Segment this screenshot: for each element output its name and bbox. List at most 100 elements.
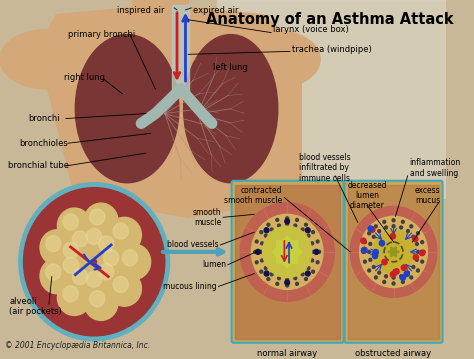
Circle shape bbox=[410, 276, 413, 279]
Circle shape bbox=[311, 259, 314, 262]
Circle shape bbox=[67, 225, 101, 261]
Circle shape bbox=[99, 236, 114, 252]
Circle shape bbox=[307, 234, 310, 237]
Circle shape bbox=[305, 271, 310, 276]
Circle shape bbox=[294, 277, 297, 280]
Circle shape bbox=[240, 202, 334, 301]
Bar bbox=[132, 0, 188, 30]
Circle shape bbox=[113, 276, 128, 293]
Polygon shape bbox=[272, 236, 302, 268]
Circle shape bbox=[40, 258, 74, 294]
Circle shape bbox=[379, 241, 384, 246]
Circle shape bbox=[278, 277, 281, 280]
Text: inflammation
and swelling: inflammation and swelling bbox=[410, 158, 461, 178]
Circle shape bbox=[378, 271, 381, 274]
Circle shape bbox=[285, 219, 290, 224]
Circle shape bbox=[362, 247, 367, 253]
Circle shape bbox=[401, 280, 404, 284]
Circle shape bbox=[419, 250, 425, 256]
Circle shape bbox=[368, 269, 371, 272]
Circle shape bbox=[415, 242, 418, 246]
Circle shape bbox=[67, 263, 101, 298]
Text: bronchial tube: bronchial tube bbox=[8, 162, 69, 171]
Text: normal airway: normal airway bbox=[257, 349, 317, 358]
Circle shape bbox=[63, 286, 78, 302]
Circle shape bbox=[86, 271, 101, 287]
FancyBboxPatch shape bbox=[345, 181, 443, 343]
Text: excess
mucus: excess mucus bbox=[415, 186, 441, 205]
Circle shape bbox=[301, 273, 304, 276]
Circle shape bbox=[263, 226, 311, 278]
Circle shape bbox=[270, 228, 273, 231]
Circle shape bbox=[93, 230, 127, 266]
Circle shape bbox=[392, 276, 395, 279]
Ellipse shape bbox=[0, 30, 94, 89]
Circle shape bbox=[122, 250, 137, 266]
Circle shape bbox=[264, 234, 267, 237]
Circle shape bbox=[361, 248, 367, 253]
Text: decreased
lumen
diameter: decreased lumen diameter bbox=[347, 181, 387, 210]
Bar bbox=[217, 0, 447, 197]
Circle shape bbox=[378, 230, 381, 233]
Circle shape bbox=[63, 214, 78, 230]
Circle shape bbox=[394, 269, 399, 274]
Text: left lung: left lung bbox=[213, 63, 248, 72]
Circle shape bbox=[364, 241, 366, 244]
Text: primary bronchi: primary bronchi bbox=[68, 30, 135, 39]
Circle shape bbox=[390, 272, 395, 277]
Circle shape bbox=[400, 275, 405, 280]
Text: mucous lining: mucous lining bbox=[163, 282, 217, 291]
Circle shape bbox=[417, 251, 419, 253]
Circle shape bbox=[117, 244, 151, 280]
Circle shape bbox=[421, 260, 424, 263]
Circle shape bbox=[81, 265, 115, 301]
Circle shape bbox=[383, 220, 386, 223]
Circle shape bbox=[305, 278, 308, 280]
Circle shape bbox=[316, 261, 319, 264]
Circle shape bbox=[370, 227, 375, 232]
Circle shape bbox=[81, 223, 115, 258]
Circle shape bbox=[369, 242, 372, 246]
Circle shape bbox=[113, 223, 128, 239]
Circle shape bbox=[382, 259, 387, 265]
Text: blood vessels: blood vessels bbox=[167, 241, 219, 250]
Circle shape bbox=[98, 244, 132, 280]
Circle shape bbox=[384, 275, 387, 278]
Ellipse shape bbox=[226, 30, 320, 89]
Circle shape bbox=[307, 267, 310, 270]
Circle shape bbox=[311, 270, 314, 273]
Circle shape bbox=[278, 224, 281, 227]
Text: bronchioles: bronchioles bbox=[19, 139, 68, 148]
Circle shape bbox=[311, 231, 314, 234]
Circle shape bbox=[57, 280, 91, 316]
Circle shape bbox=[255, 261, 258, 264]
Circle shape bbox=[108, 217, 141, 253]
Circle shape bbox=[412, 235, 415, 238]
Circle shape bbox=[364, 260, 366, 263]
Bar bbox=[173, 5, 189, 94]
Circle shape bbox=[58, 237, 91, 272]
Circle shape bbox=[267, 278, 270, 280]
Circle shape bbox=[407, 271, 410, 274]
Circle shape bbox=[374, 276, 377, 279]
Circle shape bbox=[261, 259, 264, 262]
Circle shape bbox=[46, 264, 61, 280]
Circle shape bbox=[84, 203, 118, 239]
Text: bronchi: bronchi bbox=[28, 114, 60, 123]
Circle shape bbox=[392, 219, 395, 222]
Circle shape bbox=[384, 226, 387, 229]
Circle shape bbox=[362, 251, 365, 253]
Circle shape bbox=[57, 208, 91, 244]
Circle shape bbox=[285, 280, 290, 285]
Circle shape bbox=[254, 251, 256, 253]
Bar bbox=[348, 185, 439, 339]
Circle shape bbox=[270, 273, 273, 276]
Circle shape bbox=[286, 278, 289, 281]
Circle shape bbox=[19, 183, 170, 341]
Circle shape bbox=[108, 271, 141, 306]
Circle shape bbox=[305, 228, 310, 233]
Polygon shape bbox=[37, 5, 301, 217]
Ellipse shape bbox=[75, 34, 179, 183]
Circle shape bbox=[400, 275, 402, 278]
Circle shape bbox=[260, 270, 263, 273]
